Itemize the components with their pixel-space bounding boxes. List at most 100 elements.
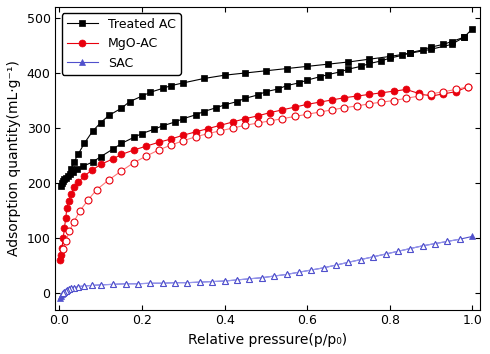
Treated AC [119,141,124,145]
Treated AC [139,131,145,136]
Y-axis label: Adsorption quantity(mL·g⁻¹): Adsorption quantity(mL·g⁻¹) [7,60,21,256]
SAC [321,266,327,270]
SAC [246,277,252,281]
Treated AC [337,70,343,74]
SAC [135,282,141,286]
SAC [110,282,116,286]
MgO-AC [428,94,434,98]
Treated AC [317,75,322,79]
MgO-AC [416,91,421,96]
Treated AC [201,109,207,114]
SAC [160,281,166,285]
MgO-AC [391,89,397,93]
Treated AC [90,160,96,164]
MgO-AC [143,144,149,148]
MgO-AC [68,192,74,196]
Treated AC [180,116,186,121]
Treated AC [275,87,281,91]
MgO-AC [98,162,104,166]
SAC [72,285,77,290]
SAC [75,284,81,289]
MgO-AC [72,185,77,190]
MgO-AC [59,246,65,250]
MgO-AC [342,96,347,100]
MgO-AC [60,236,66,240]
SAC [64,288,70,292]
SAC [60,291,66,295]
MgO-AC [180,133,186,137]
SAC [62,290,68,294]
MgO-AC [62,226,68,230]
Treated AC [420,48,426,52]
Treated AC [63,176,69,180]
Treated AC [449,40,455,44]
MgO-AC [304,102,310,107]
MgO-AC [75,180,81,184]
SAC [308,268,314,272]
Treated AC [387,56,392,60]
Treated AC [58,184,64,188]
SAC [284,272,290,276]
SAC [420,244,426,248]
MgO-AC [89,168,95,172]
SAC [59,292,65,296]
MgO-AC [317,100,322,104]
SAC [172,281,178,285]
SAC [197,280,203,284]
MgO-AC [205,126,211,131]
Treated AC [255,93,261,97]
Treated AC [366,62,372,66]
MgO-AC [131,148,137,152]
MgO-AC [366,92,372,97]
SAC [185,281,191,285]
MgO-AC [378,91,384,95]
Treated AC [65,174,71,178]
SAC [370,255,376,259]
SAC [58,294,64,298]
SAC [345,260,351,264]
MgO-AC [292,105,298,109]
Line: MgO-AC: MgO-AC [57,83,471,264]
Treated AC [160,124,166,128]
Line: Treated AC: Treated AC [58,26,475,189]
SAC [89,283,95,287]
Treated AC [59,181,65,185]
Treated AC [70,170,75,174]
Treated AC [428,45,434,49]
Treated AC [378,59,384,63]
Treated AC [193,113,198,117]
Treated AC [62,177,68,181]
MgO-AC [66,199,72,203]
Treated AC [263,90,269,94]
SAC [395,249,401,253]
MgO-AC [64,206,70,210]
SAC [221,279,227,283]
MgO-AC [279,108,285,112]
Treated AC [110,147,116,151]
Treated AC [131,135,137,139]
SAC [122,282,128,286]
Treated AC [284,84,290,88]
MgO-AC [242,116,248,121]
Treated AC [221,103,227,107]
SAC [57,295,63,299]
Treated AC [172,120,178,124]
MgO-AC [110,157,116,161]
SAC [147,281,153,285]
Treated AC [151,127,157,131]
SAC [333,263,339,267]
MgO-AC [218,123,223,127]
Treated AC [234,99,240,104]
MgO-AC [156,140,162,144]
MgO-AC [255,114,261,118]
Treated AC [98,154,104,159]
Treated AC [325,73,331,77]
MgO-AC [63,216,69,221]
MgO-AC [58,252,64,257]
MgO-AC [267,110,273,115]
Treated AC [399,53,405,57]
Treated AC [213,105,219,110]
Treated AC [296,81,302,85]
SAC [432,241,438,246]
MgO-AC [230,120,236,124]
